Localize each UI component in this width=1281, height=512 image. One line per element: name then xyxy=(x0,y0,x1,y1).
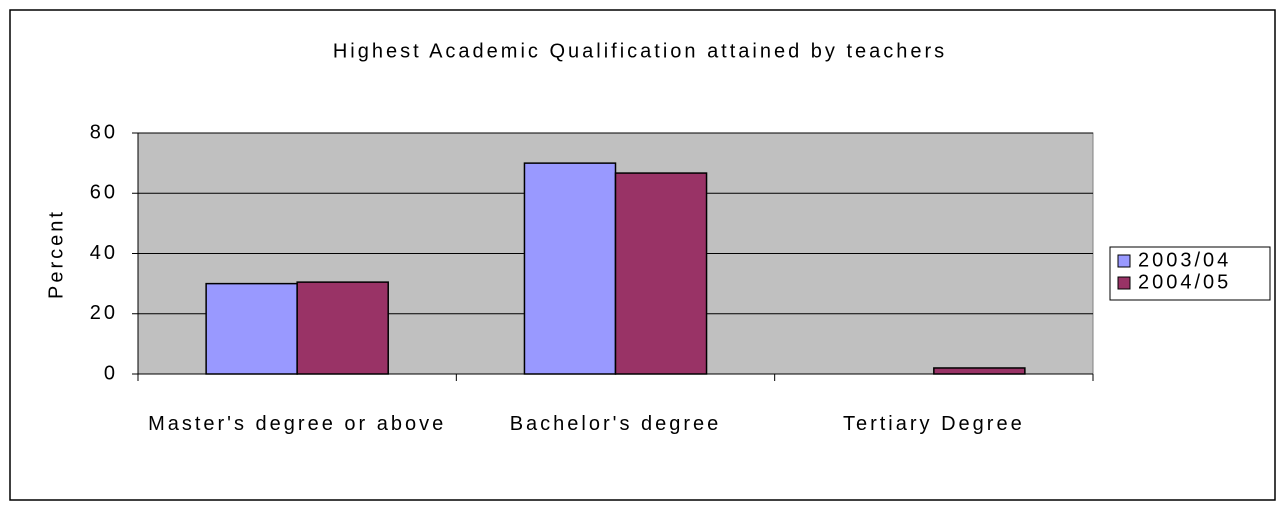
x-tick-label: Bachelor's degree xyxy=(509,413,722,435)
x-tick-label: Tertiary Degree xyxy=(842,413,1025,435)
legend-label: 2003/04 xyxy=(1138,249,1231,271)
chart-title: Highest Academic Qualification attained … xyxy=(333,40,947,62)
bar xyxy=(205,282,298,375)
y-tick-label: 40 xyxy=(90,242,118,264)
legend-box xyxy=(1109,246,1271,301)
legend-swatch xyxy=(1117,276,1131,290)
y-tick-label: 80 xyxy=(90,121,118,143)
y-tick-label: 0 xyxy=(104,362,118,384)
bar xyxy=(933,367,1026,375)
bar xyxy=(614,172,708,375)
y-axis-label: Percent xyxy=(45,209,67,299)
legend-label: 2004/05 xyxy=(1138,271,1231,293)
y-tick-label: 60 xyxy=(90,182,118,204)
x-tick-label: Master's degree or above xyxy=(148,413,447,435)
y-tick-label: 20 xyxy=(90,302,118,324)
legend-swatch xyxy=(1117,254,1131,268)
bar xyxy=(296,281,389,375)
bar xyxy=(523,162,617,375)
